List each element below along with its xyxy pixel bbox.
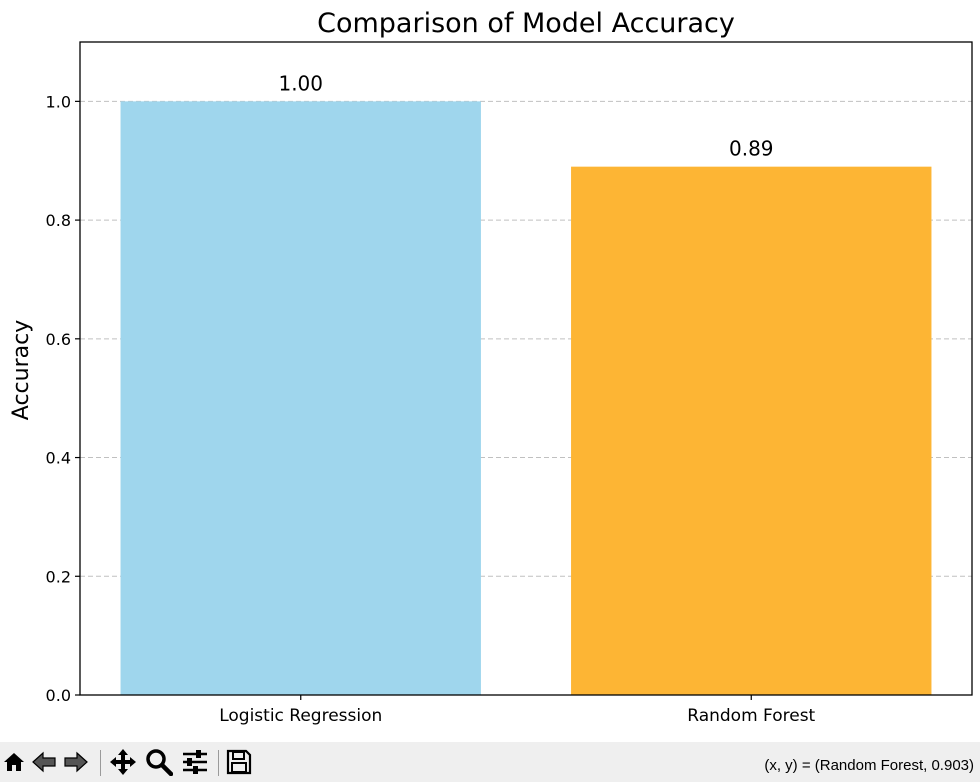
y-tick-label: 0.2 (46, 567, 71, 586)
cursor-coordinates: (x, y) = (Random Forest, 0.903) (764, 757, 974, 774)
zoom-button[interactable] (145, 748, 173, 776)
x-ticks: Logistic Regression Random Forest (219, 695, 816, 726)
home-button[interactable] (0, 748, 28, 776)
bar-value-label: 1.00 (278, 71, 323, 95)
y-ticks: 0.0 0.2 0.4 0.6 0.8 1.0 (46, 92, 80, 705)
arrow-right-icon (64, 751, 88, 773)
toolbar-separator (218, 750, 219, 776)
y-axis-label: Accuracy (9, 320, 34, 420)
chart-figure: Comparison of Model Accuracy Accuracy 1.… (9, 8, 973, 726)
bar-value-labels: 1.00 0.89 (278, 71, 773, 160)
home-icon (4, 753, 24, 771)
chart-title: Comparison of Model Accuracy (317, 8, 735, 39)
x-tick-label: Logistic Regression (219, 706, 382, 726)
bar-value-label: 0.89 (729, 137, 774, 161)
pan-button[interactable] (109, 748, 137, 776)
y-tick-label: 0.8 (46, 211, 71, 230)
floppy-icon (226, 749, 252, 775)
save-button[interactable] (225, 748, 253, 776)
bar (120, 101, 481, 695)
configure-button[interactable] (181, 748, 209, 776)
forward-button[interactable] (62, 748, 90, 776)
y-tick-label: 0.6 (46, 330, 71, 349)
x-tick-label: Random Forest (687, 706, 815, 726)
bar (571, 166, 932, 695)
magnifier-icon (146, 749, 173, 776)
back-button[interactable] (30, 748, 58, 776)
move-icon (110, 749, 136, 775)
toolbar-separator (100, 750, 101, 776)
y-tick-label: 0.4 (46, 449, 71, 468)
navigation-toolbar: (x, y) = (Random Forest, 0.903) (0, 742, 980, 782)
arrow-left-icon (32, 751, 56, 773)
plot-frame (79, 41, 973, 696)
y-tick-label: 1.0 (46, 92, 71, 111)
bars (120, 101, 932, 695)
sliders-icon (183, 750, 207, 774)
y-tick-label: 0.0 (46, 686, 71, 705)
